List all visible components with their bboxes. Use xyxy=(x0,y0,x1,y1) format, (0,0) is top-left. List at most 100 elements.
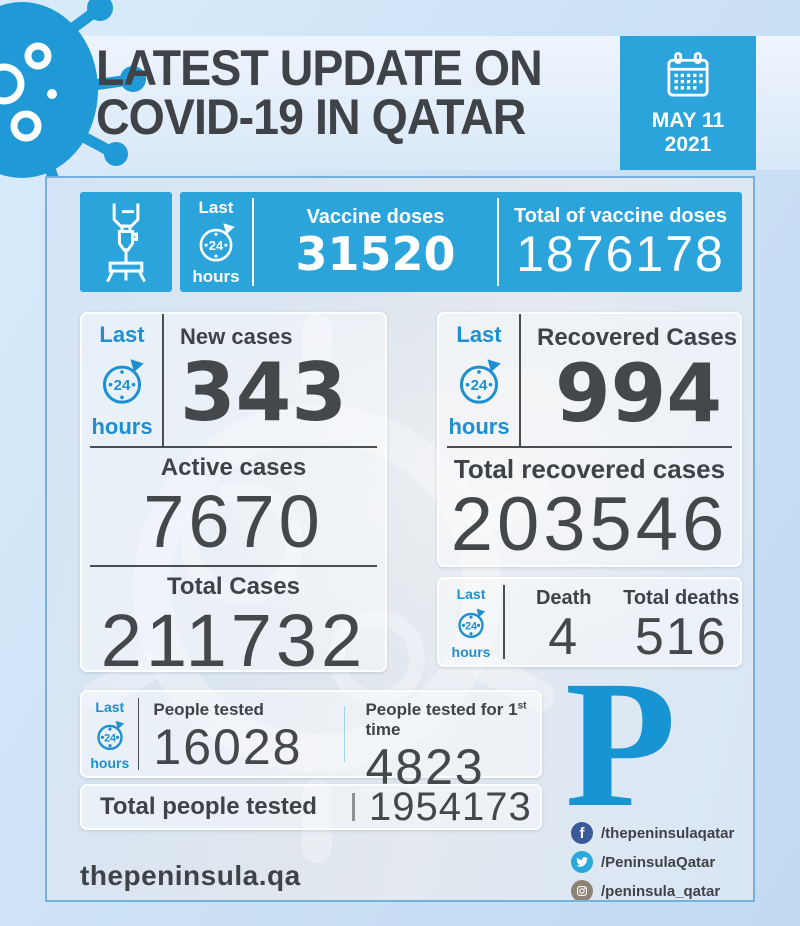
divider xyxy=(137,698,140,770)
hours-label: hours xyxy=(448,414,510,439)
vaccine-stats-box: Last 24 hours Vaccine doses xyxy=(180,192,742,292)
recovered-card: Last 24 hours Recovered Cases xyxy=(437,312,742,567)
divider xyxy=(497,198,499,286)
calendar-icon xyxy=(667,52,709,97)
last-24-hours-block: Last 24 hours xyxy=(82,692,138,776)
date-line-2: 2021 xyxy=(664,133,712,156)
instagram-row[interactable]: /peninsula_qatar xyxy=(571,880,734,900)
total-cases-section: Total Cases 211732 xyxy=(82,567,385,681)
date-text: MAY 11 2021 xyxy=(652,109,724,157)
total-tested-label: Total people tested xyxy=(100,793,317,820)
last-label: Last xyxy=(95,699,125,715)
cases-card: Last 24 hours New cases 343 xyxy=(80,312,387,681)
recovered-cases-label: Recovered Cases xyxy=(537,324,738,351)
active-cases-value: 7670 xyxy=(143,480,324,563)
twitter-row[interactable]: /PeninsulaQatar xyxy=(571,851,734,873)
last-label: Last xyxy=(99,322,145,347)
twitter-icon[interactable] xyxy=(571,851,593,873)
facebook-row[interactable]: f /thepeninsulaqatar xyxy=(571,822,734,844)
twitter-handle[interactable]: /PeninsulaQatar xyxy=(601,853,716,871)
divider xyxy=(162,314,164,446)
death-new-col: Death 4 xyxy=(505,579,623,665)
total-recovered-value: 203546 xyxy=(450,482,729,567)
recovered-cases-cell: Recovered Cases 994 xyxy=(521,314,740,446)
last-label: Last xyxy=(456,322,502,347)
total-cases-value: 211732 xyxy=(100,599,367,682)
twitter-bird-icon xyxy=(576,857,589,867)
vaccine-icon-box xyxy=(80,192,172,292)
last-label: Last xyxy=(456,586,486,602)
last-24-hours-block: Last 24 hours xyxy=(180,192,252,292)
last-24-hours-block: Last 24 hours xyxy=(439,579,503,665)
hours-label: hours xyxy=(451,644,491,660)
death-value: 4 xyxy=(548,608,580,666)
vaccine-bar: Last 24 hours Vaccine doses xyxy=(80,192,742,292)
content-frame: Last 24 hours Vaccine doses xyxy=(45,176,755,902)
death-label: Death xyxy=(535,587,592,609)
last-label: Last xyxy=(198,198,234,217)
divider xyxy=(447,446,732,448)
title-line-2: COVID-19 IN QATAR xyxy=(96,89,526,145)
svg-text:24: 24 xyxy=(114,377,131,394)
svg-text:24: 24 xyxy=(209,238,224,253)
instagram-camera-icon xyxy=(576,885,588,897)
clock-24h-icon: 24 xyxy=(458,608,486,639)
divider xyxy=(252,198,254,286)
last-24-hours-block: Last 24 hours xyxy=(439,314,519,446)
tested-card: Last 24 hours People tested 16028 xyxy=(80,690,542,794)
vaccine-doses-label: Vaccine doses xyxy=(306,205,445,228)
recovered-cases-value: 994 xyxy=(555,347,722,440)
hours-label: hours xyxy=(90,755,130,771)
total-deaths-value: 516 xyxy=(634,608,728,666)
people-tested-col: People tested 16028 xyxy=(139,692,337,776)
new-cases-row: Last 24 hours New cases 343 xyxy=(82,314,385,446)
total-tested-card: Total people tested 1954173 xyxy=(80,784,542,830)
date-badge: MAY 11 2021 xyxy=(620,36,756,170)
divider xyxy=(352,793,355,821)
instagram-icon[interactable] xyxy=(571,880,593,900)
clock-24h-icon: 24 xyxy=(459,359,501,404)
death-total-col: Total deaths 516 xyxy=(623,579,741,665)
syringe-icon xyxy=(106,203,146,283)
vaccine-doses-section: Vaccine doses 31520 xyxy=(254,192,497,292)
active-cases-section: Active cases 7670 xyxy=(82,448,385,565)
divider xyxy=(519,314,521,446)
people-tested-label: People tested xyxy=(153,700,264,719)
social-links: f /thepeninsulaqatar /PeninsulaQatar xyxy=(571,822,734,900)
new-cases-value: 343 xyxy=(180,346,347,439)
instagram-handle[interactable]: /peninsula_qatar xyxy=(601,882,721,900)
total-tested-value: 1954173 xyxy=(369,784,532,829)
divider xyxy=(343,706,346,762)
divider xyxy=(503,585,505,659)
last-24-hours-block: Last 24 hours xyxy=(82,314,162,446)
svg-text:24: 24 xyxy=(104,732,116,744)
hours-label: hours xyxy=(192,267,240,286)
total-vaccine-doses-label: Total of vaccine doses xyxy=(513,204,728,227)
total-deaths-label: Total deaths xyxy=(623,587,740,609)
website-url[interactable]: thepeninsula.qa xyxy=(80,860,301,891)
facebook-handle[interactable]: /thepeninsulaqatar xyxy=(601,824,735,842)
first-time-tested-label: People tested for 1st time xyxy=(365,700,527,739)
divider xyxy=(90,446,377,448)
date-line-1: MAY 11 xyxy=(651,109,725,132)
clock-24h-icon: 24 xyxy=(102,359,144,404)
clock-24h-icon: 24 xyxy=(199,223,235,262)
total-recovered-label: Total recovered cases xyxy=(453,454,726,484)
peninsula-logo: P xyxy=(565,644,677,845)
total-vaccine-doses-section: Total of vaccine doses 1876178 xyxy=(499,192,742,292)
vaccine-doses-value: 31520 xyxy=(295,226,456,281)
facebook-icon[interactable]: f xyxy=(571,822,593,844)
divider xyxy=(90,565,377,567)
total-recovered-section: Total recovered cases 203546 xyxy=(439,448,740,565)
new-cases-label: New cases xyxy=(180,324,293,349)
total-cases-label: Total Cases xyxy=(167,573,300,600)
hours-label: hours xyxy=(91,414,153,439)
title-line-1: LATEST UPDATE ON xyxy=(96,40,543,96)
deaths-card: Last 24 hours Death 4 Total deaths xyxy=(437,577,742,667)
page-title: LATEST UPDATE ON COVID-19 IN QATAR xyxy=(96,40,543,145)
active-cases-label: Active cases xyxy=(160,454,307,481)
total-vaccine-doses-value: 1876178 xyxy=(516,225,725,282)
recovered-row: Last 24 hours Recovered Cases xyxy=(439,314,740,446)
new-cases-cell: New cases 343 xyxy=(164,314,385,446)
